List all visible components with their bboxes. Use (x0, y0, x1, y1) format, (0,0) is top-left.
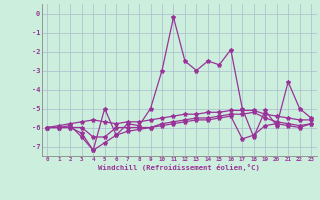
X-axis label: Windchill (Refroidissement éolien,°C): Windchill (Refroidissement éolien,°C) (98, 164, 260, 171)
